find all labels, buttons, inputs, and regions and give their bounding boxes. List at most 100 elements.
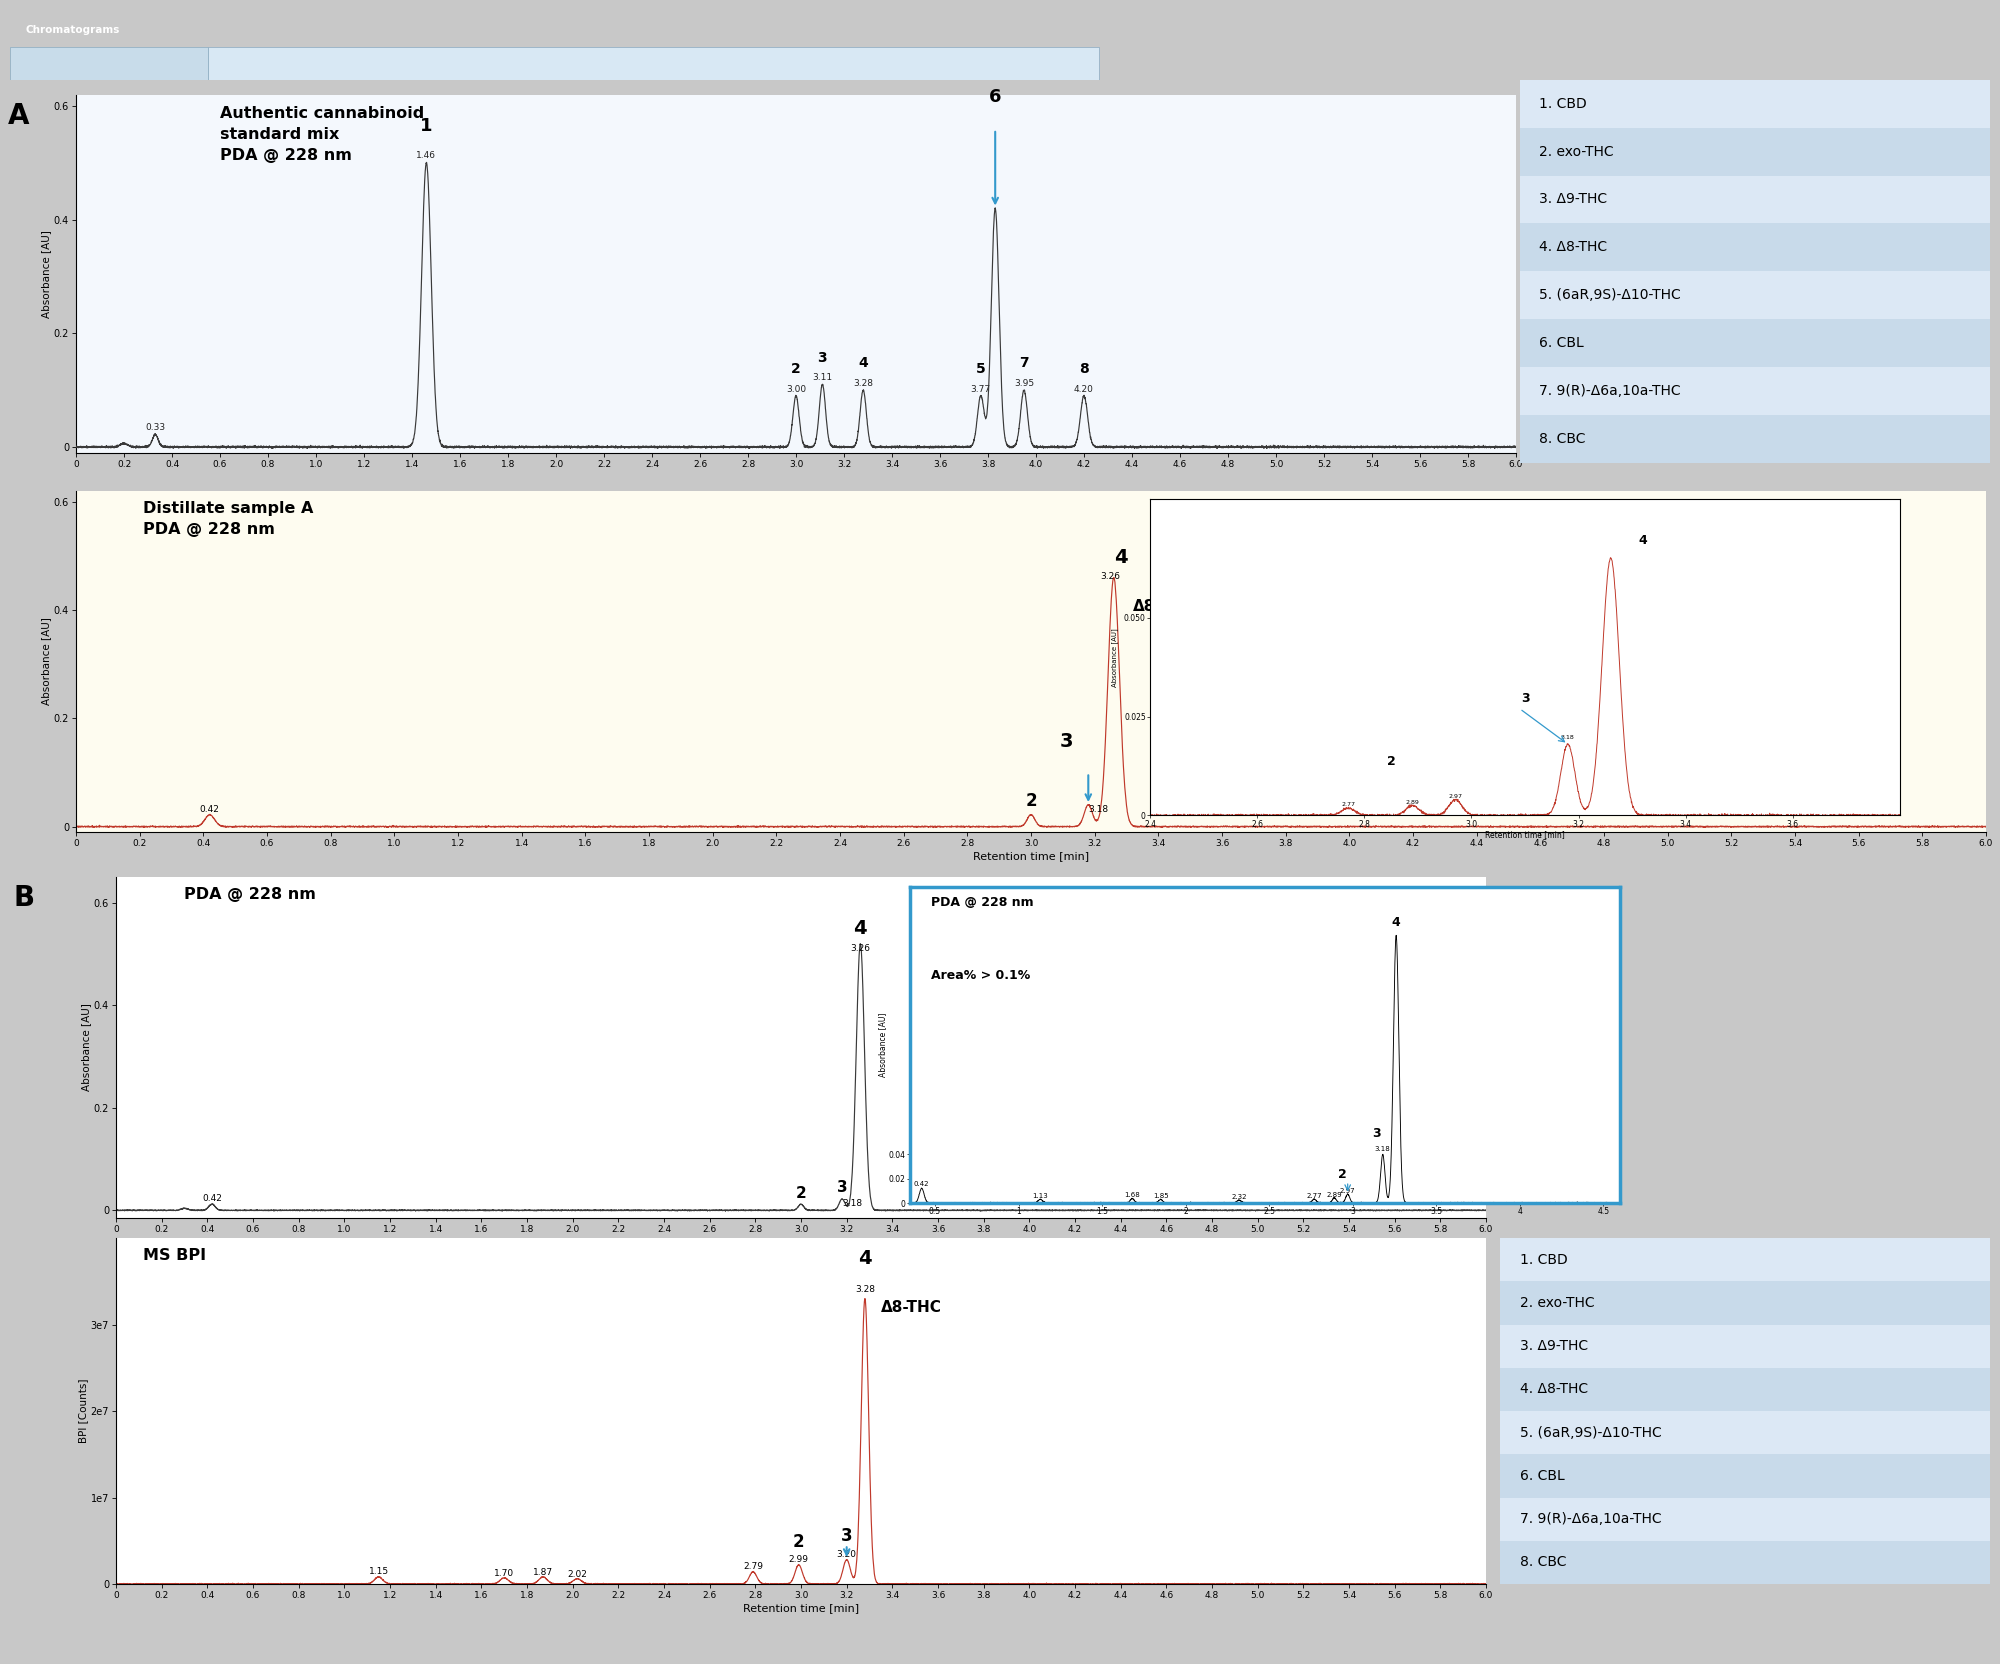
- Text: 2.97: 2.97: [1340, 1188, 1356, 1195]
- Y-axis label: Absorbance [AU]: Absorbance [AU]: [1112, 627, 1118, 687]
- Text: 6. CBL: 6. CBL: [1538, 336, 1584, 349]
- Text: 1.87: 1.87: [532, 1567, 554, 1577]
- Text: 2: 2: [1338, 1168, 1348, 1181]
- Text: 3.18: 3.18: [1560, 735, 1574, 740]
- Text: 2.32: 2.32: [1232, 1195, 1246, 1200]
- Text: 3: 3: [818, 351, 828, 364]
- Text: 6. CBL: 6. CBL: [1520, 1469, 1564, 1483]
- Text: 0.42: 0.42: [914, 1181, 930, 1188]
- Text: 3.11: 3.11: [812, 373, 832, 383]
- Bar: [1500, 1411, 1990, 1454]
- Text: 3.18: 3.18: [842, 1200, 862, 1208]
- Bar: [1520, 368, 1990, 414]
- Text: 3. Δ9-THC: 3. Δ9-THC: [1520, 1340, 1588, 1353]
- Text: 4: 4: [1638, 534, 1648, 546]
- Text: 8: 8: [1080, 363, 1088, 376]
- Text: 2.02: 2.02: [568, 1569, 588, 1579]
- Text: 1.85: 1.85: [1152, 1193, 1168, 1200]
- Bar: [1520, 80, 1990, 128]
- Text: 3: 3: [1060, 732, 1072, 750]
- Text: 3.18: 3.18: [1088, 805, 1108, 814]
- Text: 3.26: 3.26: [1100, 572, 1120, 581]
- FancyBboxPatch shape: [208, 47, 1100, 80]
- Text: 5: 5: [976, 363, 986, 376]
- Text: 2.77: 2.77: [1306, 1193, 1322, 1200]
- Text: 4. Δ8-THC: 4. Δ8-THC: [1538, 240, 1606, 255]
- Text: A: A: [8, 102, 30, 130]
- Text: 4: 4: [1392, 917, 1400, 930]
- Text: 3.28: 3.28: [854, 379, 874, 388]
- Bar: [1520, 319, 1990, 368]
- Text: 2.99: 2.99: [788, 1554, 808, 1564]
- Text: B: B: [14, 884, 34, 912]
- Bar: [1520, 414, 1990, 463]
- Text: 5. (6aR,9S)-Δ10-THC: 5. (6aR,9S)-Δ10-THC: [1520, 1426, 1662, 1439]
- Bar: [1520, 271, 1990, 319]
- Bar: [1520, 223, 1990, 271]
- Text: 0.42: 0.42: [200, 805, 220, 814]
- Text: 4: 4: [1114, 547, 1128, 567]
- Text: 1.70: 1.70: [494, 1569, 514, 1577]
- Text: 2. exo-THC: 2. exo-THC: [1538, 145, 1614, 158]
- Text: Authentic cannabinoid
standard mix
PDA @ 228 nm: Authentic cannabinoid standard mix PDA @…: [220, 105, 424, 163]
- Text: 0.33: 0.33: [146, 423, 166, 431]
- X-axis label: Retention time [min]: Retention time [min]: [1486, 830, 1564, 839]
- X-axis label: Retention time [min]: Retention time [min]: [972, 850, 1090, 860]
- Text: 1.15: 1.15: [368, 1567, 388, 1576]
- Text: 1: 1: [420, 116, 432, 135]
- Text: 2: 2: [792, 363, 800, 376]
- Bar: [1500, 1498, 1990, 1541]
- Text: 0.42: 0.42: [202, 1195, 222, 1203]
- Text: 3.95: 3.95: [1014, 379, 1034, 388]
- Text: Δ8-THC: Δ8-THC: [880, 1300, 942, 1315]
- Text: 1.68: 1.68: [1124, 1191, 1140, 1198]
- Text: 2.89: 2.89: [1406, 800, 1420, 805]
- Text: MS BPI: MS BPI: [144, 1248, 206, 1263]
- Text: 2: 2: [1386, 755, 1396, 769]
- Bar: [1500, 1541, 1990, 1584]
- Text: Δ8-THC: Δ8-THC: [1132, 599, 1194, 614]
- Text: 3.28: 3.28: [854, 1285, 874, 1295]
- Text: 1. CBD: 1. CBD: [1538, 97, 1586, 111]
- Text: PDA @ 228 nm: PDA @ 228 nm: [184, 887, 316, 902]
- Text: 2: 2: [1026, 792, 1036, 810]
- Text: 3.20: 3.20: [836, 1549, 856, 1559]
- Text: 2: 2: [796, 1186, 806, 1201]
- Text: 8. CBC: 8. CBC: [1520, 1556, 1566, 1569]
- Text: 6: 6: [988, 88, 1002, 106]
- Text: 3.26: 3.26: [850, 943, 870, 952]
- Text: 2. exo-THC: 2. exo-THC: [1520, 1296, 1594, 1310]
- Text: 3: 3: [840, 1528, 852, 1546]
- Text: 8. CBC: 8. CBC: [1538, 431, 1586, 446]
- Text: 2: 2: [792, 1533, 804, 1551]
- Text: 2.79: 2.79: [744, 1562, 764, 1571]
- Text: 4: 4: [858, 356, 868, 371]
- Text: 3. Δ9-THC: 3. Δ9-THC: [1538, 193, 1606, 206]
- Text: PDA @ 228 nm: PDA @ 228 nm: [932, 897, 1034, 910]
- Bar: [1520, 176, 1990, 223]
- Bar: [1520, 128, 1990, 176]
- Text: 4: 4: [854, 920, 868, 938]
- Bar: [1500, 1454, 1990, 1498]
- Text: 3.77: 3.77: [970, 384, 990, 394]
- Text: 7. 9(R)-Δ6a,10a-THC: 7. 9(R)-Δ6a,10a-THC: [1520, 1513, 1662, 1526]
- Text: 3.00: 3.00: [786, 384, 806, 394]
- Text: 3: 3: [836, 1180, 848, 1195]
- Bar: [1500, 1238, 1990, 1281]
- Text: 3.18: 3.18: [1374, 1146, 1390, 1151]
- Text: Chromatograms: Chromatograms: [26, 25, 120, 35]
- Text: 3: 3: [1372, 1127, 1380, 1140]
- Y-axis label: Absorbance [AU]: Absorbance [AU]: [40, 230, 50, 318]
- Text: 7. 9(R)-Δ6a,10a-THC: 7. 9(R)-Δ6a,10a-THC: [1538, 384, 1680, 398]
- Text: 4: 4: [858, 1250, 872, 1268]
- Text: 1. CBD: 1. CBD: [1520, 1253, 1568, 1266]
- Text: 4. Δ8-THC: 4. Δ8-THC: [1520, 1383, 1588, 1396]
- Bar: [1500, 1368, 1990, 1411]
- Text: 2.77: 2.77: [1342, 802, 1356, 807]
- Bar: [1500, 1281, 1990, 1325]
- Bar: [1500, 1325, 1990, 1368]
- Text: 3: 3: [1520, 692, 1530, 706]
- Text: 2.89: 2.89: [1326, 1191, 1342, 1198]
- Text: 7: 7: [1020, 356, 1028, 371]
- Text: 2.97: 2.97: [1448, 794, 1462, 799]
